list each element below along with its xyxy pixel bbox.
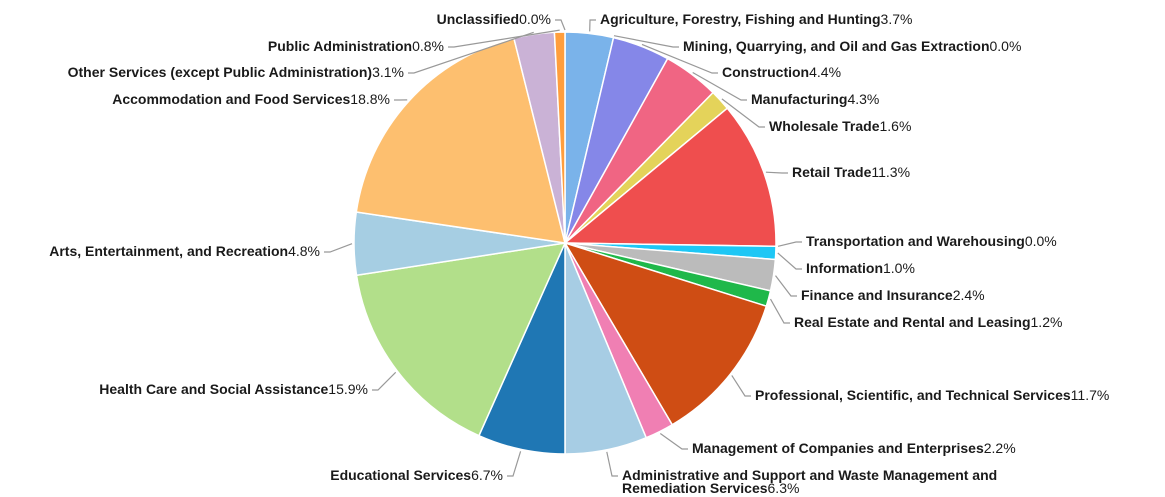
leader-arts-entertainment-and-recreation xyxy=(324,243,353,253)
leader-educational-services xyxy=(507,451,522,477)
label-health-care-and-social-assistance: Health Care and Social Assistance15.9% xyxy=(99,381,368,397)
label-mining-quarrying-and-oil-and-gas-extraction: Mining, Quarrying, and Oil and Gas Extra… xyxy=(683,38,1021,54)
label-finance-and-insurance: Finance and Insurance2.4% xyxy=(801,287,985,303)
leader-finance-and-insurance xyxy=(775,275,797,297)
leader-lines xyxy=(324,19,802,477)
slice-accommodation-and-food-services xyxy=(355,37,566,244)
leader-retail-trade xyxy=(765,171,788,174)
label-administrative-and-support-and-waste-management-and-remediation-services: Administrative and Support and Waste Man… xyxy=(622,467,997,496)
slice-professional-scientific-and-technical-services xyxy=(563,241,768,426)
label-information: Information1.0% xyxy=(806,260,915,276)
label-professional-scientific-and-technical-services: Professional, Scientific, and Technical … xyxy=(755,387,1109,403)
label-other-services-except-public-administration: Other Services (except Public Administra… xyxy=(68,64,404,80)
leader-administrative-and-support-and-waste-management-and-remediation-services xyxy=(606,451,618,477)
leader-wholesale-trade xyxy=(721,98,765,128)
label-real-estate-and-rental-and-leasing: Real Estate and Rental and Leasing1.2% xyxy=(794,314,1062,330)
slice-public-administration xyxy=(553,31,566,244)
pie-slices xyxy=(353,31,777,455)
slice-health-care-and-social-assistance xyxy=(355,242,567,437)
leader-public-administration xyxy=(448,29,560,48)
leader-other-services-except-public-administration xyxy=(408,31,534,74)
label-agriculture-forestry-fishing-and-hunting: Agriculture, Forestry, Fishing and Hunti… xyxy=(600,11,912,27)
leader-health-care-and-social-assistance xyxy=(372,371,397,391)
leader-management-of-companies-and-enterprises xyxy=(659,433,688,450)
leader-professional-scientific-and-technical-services xyxy=(731,375,751,397)
leader-real-estate-and-rental-and-leasing xyxy=(769,298,790,324)
leader-information xyxy=(777,252,802,270)
leader-construction xyxy=(641,43,718,74)
label-educational-services: Educational Services6.7% xyxy=(330,467,503,483)
label-construction: Construction4.4% xyxy=(722,64,841,80)
leader-mining-quarrying-and-oil-and-gas-extraction xyxy=(613,35,679,48)
label-wholesale-trade: Wholesale Trade1.6% xyxy=(769,118,911,134)
label-accommodation-and-food-services: Accommodation and Food Services18.8% xyxy=(112,91,390,107)
leader-agriculture-forestry-fishing-and-hunting xyxy=(589,19,596,32)
label-unclassified: Unclassified0.0% xyxy=(437,11,551,27)
leader-unclassified xyxy=(555,19,566,31)
leader-manufacturing xyxy=(692,71,747,101)
label-transportation-and-warehousing: Transportation and Warehousing0.0% xyxy=(806,233,1057,249)
label-arts-entertainment-and-recreation: Arts, Entertainment, and Recreation4.8% xyxy=(49,243,320,259)
label-management-of-companies-and-enterprises: Management of Companies and Enterprises2… xyxy=(692,440,1016,456)
label-retail-trade: Retail Trade11.3% xyxy=(792,164,910,180)
leader-transportation-and-warehousing xyxy=(777,241,802,247)
slice-labels: Agriculture, Forestry, Fishing and Hunti… xyxy=(49,11,1109,496)
slice-retail-trade xyxy=(562,107,777,248)
label-manufacturing: Manufacturing4.3% xyxy=(751,91,879,107)
label-public-administration: Public Administration0.8% xyxy=(268,38,444,54)
